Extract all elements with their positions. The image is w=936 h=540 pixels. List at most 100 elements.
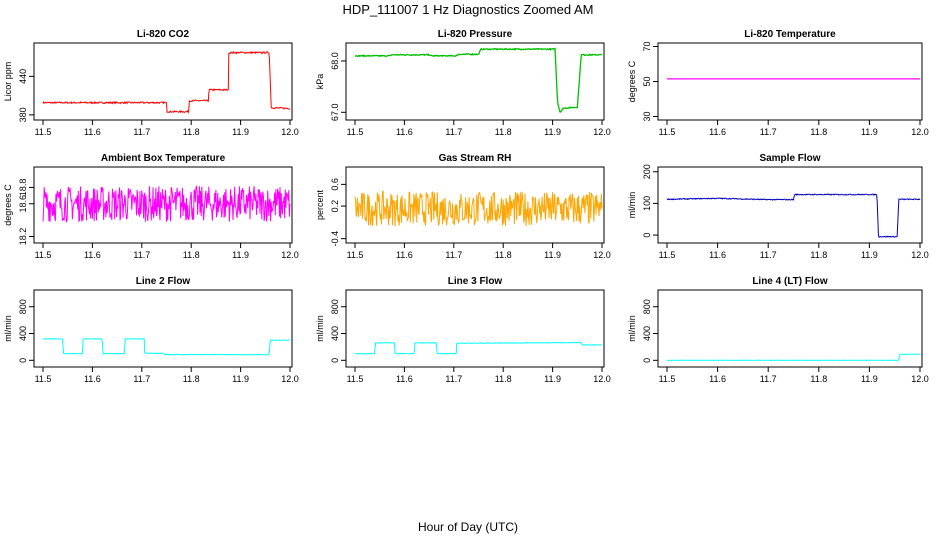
x-tick-label: 11.5 — [347, 374, 364, 384]
x-tick-label: 11.5 — [659, 127, 676, 137]
x-tick-label: 12.0 — [911, 127, 929, 137]
x-tick-label: 11.9 — [544, 374, 561, 384]
y-tick-label: 68.0 — [330, 52, 340, 70]
y-tick-label: 380 — [18, 107, 28, 122]
y-tick-label: 18.6 — [18, 195, 28, 213]
panel-title-li-820-pressure: Li-820 Pressure — [438, 29, 513, 40]
x-tick-label: 11.8 — [495, 374, 512, 384]
panel-9: Line 4 (LT) Flow 11.5 11.6 11.7 11.8 11.9 12.0… — [627, 276, 929, 384]
y-tick-label: 30 — [642, 111, 652, 121]
plot-frame — [657, 42, 923, 121]
figure-title: HDP_111007 1 Hz Diagnostics Zoomed AM — [343, 2, 594, 17]
y-tick-label: 0.2 — [330, 200, 340, 213]
y-axis-label: degrees C — [627, 60, 637, 102]
x-tick-label: 11.5 — [347, 250, 364, 260]
y-tick-label: 0 — [330, 358, 340, 363]
x-tick-label: 11.6 — [396, 374, 413, 384]
x-tick-label: 11.9 — [861, 127, 878, 137]
y-tick-label: 67.0 — [330, 104, 340, 122]
x-tick-label: 11.8 — [495, 127, 512, 137]
y-axis-label: Licor ppm — [3, 62, 13, 102]
y-tick-label: 400 — [642, 326, 652, 341]
panel-6: Sample Flow 11.5 11.6 11.7 11.8 11.9 12.0 0 100 2… — [627, 153, 929, 260]
y-tick-label: 100 — [642, 196, 652, 211]
plot-frame — [33, 289, 293, 368]
series-line-li-820-co2 — [42, 50, 291, 115]
x-tick-label: 11.9 — [861, 374, 878, 384]
x-tick-label: 12.0 — [281, 374, 299, 384]
panel-title-sample-flow: Sample Flow — [759, 153, 820, 164]
y-axis-label: ml/min — [627, 315, 637, 342]
panel-title-ambient-box-temperature: Ambient Box Temperature — [101, 153, 226, 164]
plot-frame — [657, 289, 923, 368]
x-tick-label: 11.8 — [183, 250, 200, 260]
x-tick-label: 11.8 — [495, 250, 512, 260]
x-tick-label: 11.6 — [709, 374, 726, 384]
x-tick-label: 11.5 — [35, 250, 52, 260]
y-axis-label: ml/min — [627, 192, 637, 219]
series-line-gas-stream-rh — [354, 190, 603, 227]
x-tick-label: 12.0 — [911, 250, 929, 260]
x-tick-label: 11.6 — [709, 250, 726, 260]
y-tick-label: 440 — [18, 69, 28, 84]
panel-title-li-820-co2: Li-820 CO2 — [137, 29, 190, 40]
y-tick-label: 18.2 — [18, 228, 28, 246]
x-tick-label: 11.5 — [35, 374, 52, 384]
x-tick-label: 12.0 — [593, 127, 611, 137]
y-tick-label: 800 — [18, 299, 28, 314]
x-tick-label: 11.7 — [760, 127, 777, 137]
series-line-line-2-flow — [42, 337, 291, 356]
y-axis-label: ml/min — [3, 315, 13, 342]
panel-4: Ambient Box Temperature 11.5 11.6 11.7 11.8 1… — [3, 153, 299, 260]
panel-5: Gas Stream RH 11.5 11.6 11.7 11.8 11.9 12.0 -0.… — [315, 153, 611, 260]
plot-frame — [33, 42, 293, 121]
x-tick-label: 11.7 — [445, 127, 462, 137]
x-tick-label: 11.7 — [445, 374, 462, 384]
x-tick-label: 11.7 — [445, 250, 462, 260]
x-tick-label: 11.6 — [396, 127, 413, 137]
plot-frame — [345, 42, 605, 121]
y-axis-label: ml/min — [315, 315, 325, 342]
plot-frame — [33, 166, 293, 244]
panel-8: Line 3 Flow 11.5 11.6 11.7 11.8 11.9 12.0 0 400 8… — [315, 276, 611, 384]
y-tick-label: 0 — [18, 358, 28, 363]
x-tick-label: 11.8 — [810, 374, 827, 384]
y-tick-label: 0 — [642, 233, 652, 238]
x-tick-label: 11.7 — [760, 374, 777, 384]
plot-frame — [657, 166, 923, 244]
panel-title-line-4-lt-flow: Line 4 (LT) Flow — [752, 276, 828, 287]
x-tick-label: 11.7 — [133, 250, 150, 260]
panel-title-gas-stream-rh: Gas Stream RH — [439, 153, 512, 164]
x-tick-label: 11.8 — [183, 127, 200, 137]
series-line-ambient-box-temperature — [42, 185, 291, 224]
y-tick-label: 800 — [330, 299, 340, 314]
plot-frame — [345, 166, 605, 244]
x-tick-label: 11.6 — [84, 127, 101, 137]
y-tick-label: 18.8 — [18, 179, 28, 197]
x-tick-label: 11.5 — [35, 127, 52, 137]
x-tick-label: 11.6 — [84, 374, 101, 384]
x-tick-label: 11.5 — [659, 250, 676, 260]
panel-7: Line 2 Flow 11.5 11.6 11.7 11.8 11.9 12.0 0 400 8… — [3, 276, 299, 384]
y-tick-label: 70 — [642, 41, 652, 51]
x-tick-label: 11.8 — [810, 250, 827, 260]
y-axis-label: degrees C — [3, 184, 13, 226]
x-tick-label: 11.7 — [133, 374, 150, 384]
y-tick-label: -0.4 — [330, 231, 340, 247]
series-line-line-4-lt-flow — [667, 353, 921, 361]
y-axis-label: kPa — [315, 74, 325, 90]
x-tick-label: 11.9 — [232, 250, 249, 260]
x-tick-label: 11.8 — [810, 127, 827, 137]
x-tick-label: 11.6 — [84, 250, 101, 260]
x-tick-label: 11.6 — [709, 127, 726, 137]
x-tick-label: 11.9 — [232, 127, 249, 137]
y-tick-label: 200 — [642, 164, 652, 179]
y-axis-label: percent — [315, 189, 325, 220]
plot-frame — [345, 289, 605, 368]
x-tick-label: 11.5 — [347, 127, 364, 137]
y-tick-label: 400 — [330, 326, 340, 341]
panel-grid: Li-820 CO2 11.5 11.6 11.7 11.8 11.9 12.0 380 440… — [3, 29, 929, 384]
y-tick-label: 0.6 — [330, 178, 340, 191]
x-tick-label: 11.9 — [544, 127, 561, 137]
